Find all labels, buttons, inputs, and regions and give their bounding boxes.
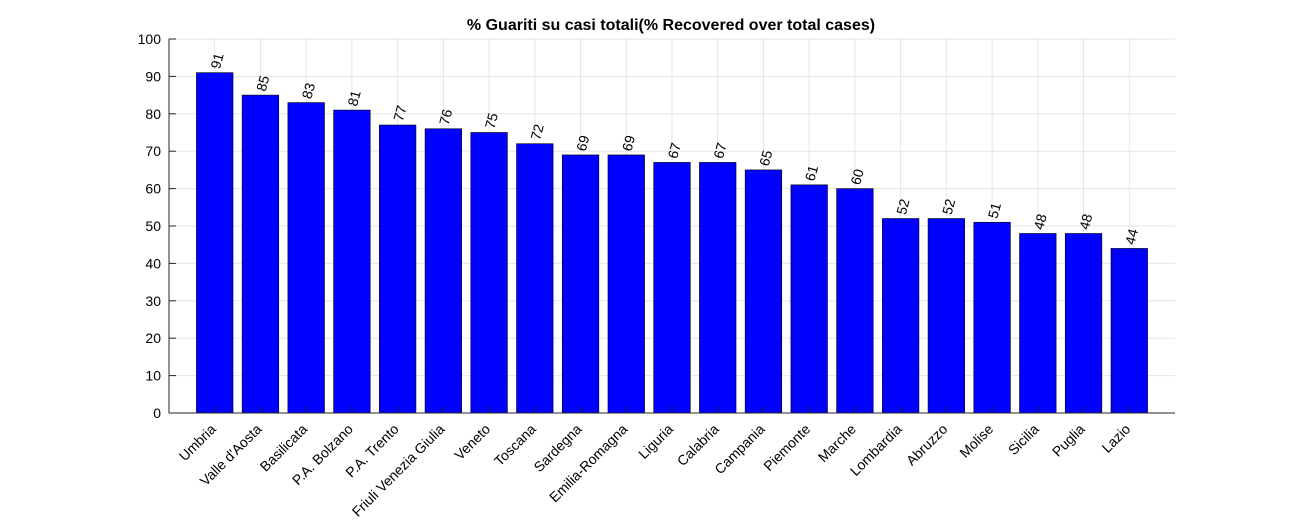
bar — [1064, 233, 1103, 414]
x-tick-label: Campania — [711, 421, 768, 478]
bar — [1019, 233, 1057, 414]
y-tick-label: 20 — [145, 330, 161, 346]
x-tick-label: Marche — [815, 421, 859, 465]
bar-value-label: 81 — [344, 88, 364, 107]
bar — [424, 128, 462, 414]
bar-value-label: 72 — [527, 122, 547, 141]
y-tick-label: 30 — [145, 293, 161, 309]
bar-value-label: 69 — [619, 133, 639, 152]
bar — [196, 72, 234, 414]
bar — [927, 218, 965, 414]
bar — [241, 94, 280, 414]
bar — [607, 154, 645, 414]
x-tick-label: Lazio — [1098, 421, 1133, 456]
bar — [333, 109, 371, 414]
x-tick-label: Abruzzo — [903, 421, 951, 469]
bar-value-label: 44 — [1122, 227, 1142, 246]
bar-value-label: 85 — [253, 73, 273, 92]
bar — [744, 169, 783, 414]
y-tick-label: 70 — [145, 143, 161, 159]
bar-value-label: 91 — [207, 51, 227, 70]
bar — [287, 102, 325, 414]
chart-title: % Guariti su casi totali(% Recovered ove… — [467, 17, 875, 34]
bar — [790, 184, 828, 414]
bar-value-label: 69 — [573, 133, 593, 152]
bar-value-label: 48 — [1076, 212, 1096, 231]
x-tick-label: Molise — [956, 421, 996, 461]
bar — [882, 218, 920, 414]
bar-value-label: 83 — [299, 81, 319, 100]
bar-value-label: 51 — [985, 201, 1005, 220]
bar — [1110, 248, 1148, 414]
bar-value-label: 65 — [756, 148, 776, 167]
x-tick-label: Sicilia — [1005, 421, 1042, 458]
x-tick-label: Piemonte — [760, 421, 813, 474]
bar-value-label: 61 — [802, 163, 822, 182]
x-tick-label: Puglia — [1049, 421, 1088, 460]
bar — [653, 162, 691, 414]
bars — [196, 72, 1148, 414]
y-tick-label: 100 — [138, 31, 162, 47]
bar-value-label: 67 — [664, 141, 684, 160]
x-tick-label: Liguria — [635, 421, 676, 462]
bar — [470, 132, 508, 414]
bar-value-label: 52 — [939, 197, 959, 216]
bar-value-label: 67 — [710, 141, 730, 160]
x-tick-label: Emilia-Romagna — [546, 421, 631, 506]
y-tick-label: 40 — [145, 255, 161, 271]
y-tick-label: 80 — [145, 106, 161, 122]
y-tick-label: 10 — [145, 368, 161, 384]
bar — [379, 124, 417, 414]
y-tick-label: 90 — [145, 68, 161, 84]
y-tick-label: 60 — [145, 181, 161, 197]
bar — [836, 188, 874, 414]
bar — [699, 162, 737, 414]
bar — [516, 143, 554, 414]
bar-value-label: 75 — [482, 111, 502, 130]
y-tick-label: 0 — [153, 405, 161, 421]
x-tick-label: Umbria — [176, 421, 219, 464]
bar-value-label: 77 — [390, 103, 410, 122]
bar — [973, 221, 1011, 414]
x-tick-label: Veneto — [451, 421, 493, 463]
bar-value-label: 76 — [436, 107, 456, 126]
y-tick-label: 50 — [145, 218, 161, 234]
bar-value-label: 60 — [847, 167, 867, 186]
bar-value-label: 48 — [1030, 212, 1050, 231]
bar-value-label: 52 — [893, 197, 913, 216]
bar — [561, 154, 600, 414]
axes — [168, 38, 1175, 414]
